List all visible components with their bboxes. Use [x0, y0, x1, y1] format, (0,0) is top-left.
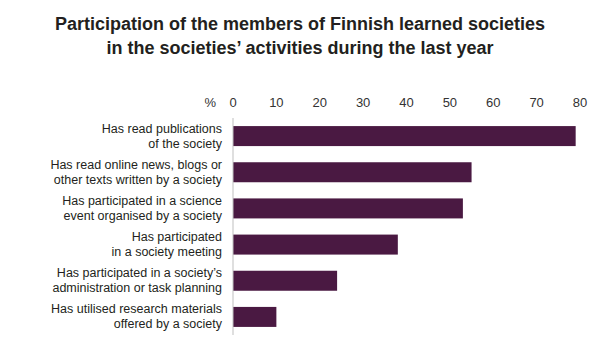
title: Participation of the members of Finnish …	[55, 14, 545, 58]
category-label: Has participated in a scienceevent organ…	[62, 194, 223, 223]
tick-label: 50	[443, 95, 457, 110]
chart: Participation of the members of Finnish …	[0, 0, 600, 357]
axis-label: %	[204, 95, 216, 110]
category-label: Has read publicationsof the society	[102, 122, 223, 151]
tick-label: 40	[399, 95, 413, 110]
tick-label: 80	[573, 95, 587, 110]
tick-label: 70	[529, 95, 543, 110]
tick-label: 10	[269, 95, 283, 110]
bar	[233, 162, 472, 182]
bars	[233, 126, 576, 327]
bar	[233, 307, 276, 327]
category-label: Has utilised research materialsoffered b…	[51, 302, 223, 331]
tick-label: 60	[486, 95, 500, 110]
axis-line	[233, 118, 234, 335]
bar	[233, 126, 576, 146]
tick-label: 20	[313, 95, 327, 110]
tick-label: 30	[356, 95, 370, 110]
category-label: Has participatedin a society meeting	[112, 230, 223, 259]
bar	[233, 235, 398, 255]
bar	[233, 198, 463, 218]
tick-label: 0	[229, 95, 236, 110]
category-label: Has participated in a society’sadministr…	[52, 266, 222, 295]
category-label: Has read online news, blogs orother text…	[50, 158, 222, 187]
bar	[233, 271, 337, 291]
